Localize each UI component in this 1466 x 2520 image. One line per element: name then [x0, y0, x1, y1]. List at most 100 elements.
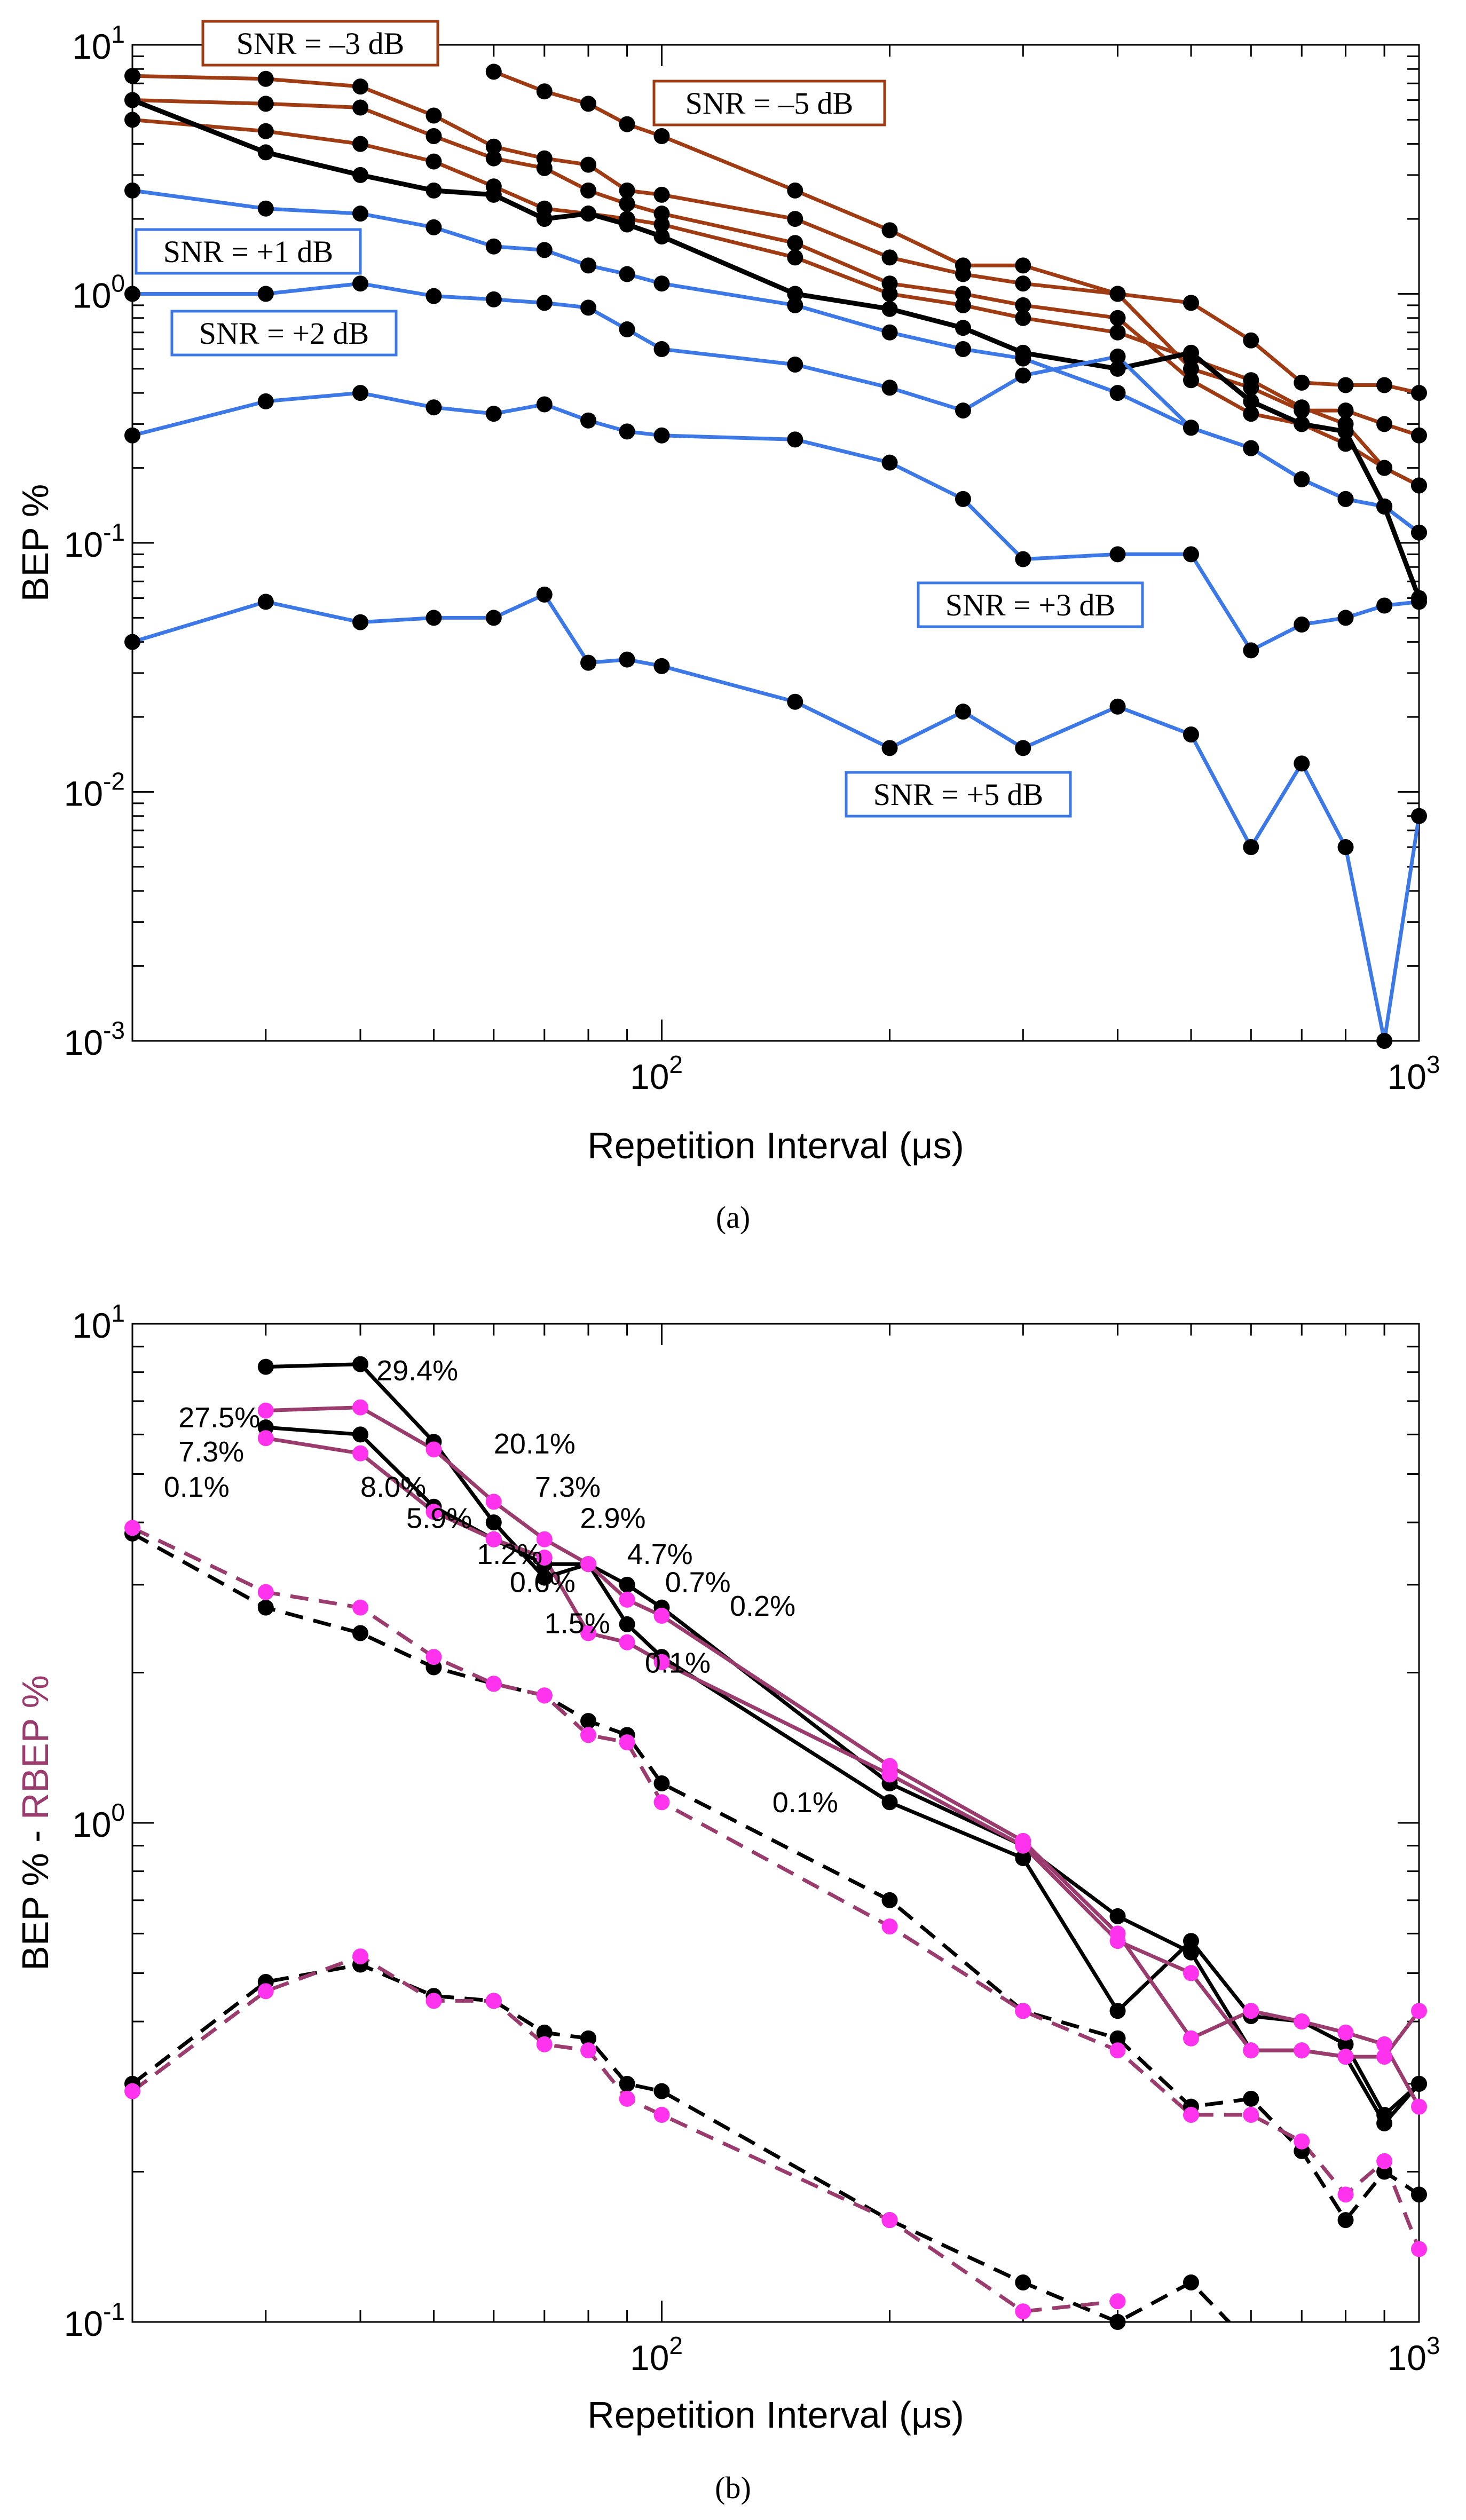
data-point [1183, 2030, 1199, 2047]
data-point [1411, 524, 1427, 541]
series-line-4 [132, 1531, 1419, 2222]
data-point [425, 153, 442, 170]
panel-caption: (a) [716, 1200, 750, 1235]
data-point [1243, 2042, 1259, 2059]
data-point [257, 594, 274, 610]
data-point [1337, 491, 1354, 507]
percent-annotation: 0.2% [730, 1590, 795, 1622]
data-point [1337, 2024, 1354, 2041]
snr-annotation: SNR = +3 dB [917, 581, 1144, 628]
data-point [485, 1676, 502, 1692]
data-point [257, 1402, 274, 1419]
data-point [536, 160, 553, 176]
percent-annotation: 7.3% [178, 1436, 244, 1468]
data-point [1109, 1908, 1126, 1924]
data-point [1183, 344, 1199, 361]
data-point [257, 96, 274, 112]
data-point [536, 1687, 553, 1704]
data-point [1376, 460, 1393, 476]
data-point [881, 380, 898, 396]
percent-annotation: 5.9% [406, 1502, 472, 1534]
data-point [1015, 297, 1031, 313]
data-point [1376, 2049, 1393, 2065]
data-point [787, 286, 803, 302]
data-point [1294, 755, 1310, 772]
data-point [619, 2090, 635, 2107]
data-point [257, 200, 274, 217]
percent-annotation: 0.7% [665, 1567, 731, 1599]
annotation-box [652, 80, 886, 127]
data-point [653, 1794, 670, 1811]
annotation-text: SNR = –3 dB [237, 26, 405, 61]
data-point [1015, 740, 1031, 756]
data-point [653, 275, 670, 292]
data-point [1015, 2274, 1031, 2290]
data-point [1109, 385, 1126, 401]
data-point [619, 1591, 635, 1608]
data-point [485, 1993, 502, 2009]
data-point [1337, 423, 1354, 440]
data-point [1337, 436, 1354, 452]
data-point [352, 275, 369, 292]
data-point [619, 1576, 635, 1593]
data-point [425, 288, 442, 304]
plot-area [131, 44, 1420, 1042]
data-point [881, 301, 898, 317]
data-point [352, 136, 369, 152]
data-point [257, 286, 274, 302]
data-point [1109, 324, 1126, 341]
data-point [787, 235, 803, 251]
data-point [257, 144, 274, 161]
data-point [536, 1569, 553, 1586]
data-point [352, 1599, 369, 1616]
data-point [1183, 1944, 1199, 1961]
data-point [124, 92, 140, 108]
data-point [955, 297, 971, 313]
series-line-0 [132, 74, 1419, 438]
data-point [653, 2107, 670, 2123]
data-point [653, 341, 670, 357]
data-point [1294, 416, 1310, 432]
data-point [580, 1556, 597, 1573]
data-point [124, 2083, 140, 2099]
data-point [485, 291, 502, 307]
data-point [619, 651, 635, 668]
data-point [485, 238, 502, 255]
data-point [1015, 350, 1031, 367]
data-point [536, 1550, 553, 1566]
data-point [1294, 2042, 1310, 2059]
data-point [787, 693, 803, 710]
snr-annotation: SNR = +5 dB [845, 771, 1072, 818]
data-point [653, 228, 670, 244]
data-point [1337, 610, 1354, 626]
data-point [425, 128, 442, 144]
data-point [425, 107, 442, 124]
data-point [352, 614, 369, 630]
data-point [485, 1531, 502, 1547]
data-point [124, 1520, 140, 1536]
data-point [955, 320, 971, 336]
percent-annotation: 29.4% [376, 1355, 458, 1387]
data-point [124, 68, 140, 84]
data-point [787, 249, 803, 266]
data-point [257, 123, 274, 139]
y-tick-label: 100 [72, 270, 125, 315]
data-point [352, 385, 369, 401]
data-point [653, 2083, 670, 2099]
data-point [1376, 2153, 1393, 2169]
data-point [1015, 2003, 1031, 2019]
x-axis-label: Repetition Interval (μs) [587, 1125, 964, 1166]
data-point [1243, 393, 1259, 409]
data-point [787, 356, 803, 373]
series-group [132, 70, 1419, 1041]
data-point [881, 740, 898, 756]
data-point [1294, 374, 1310, 391]
data-point [485, 406, 502, 422]
data-point [124, 634, 140, 650]
data-point [1337, 2186, 1354, 2203]
series-line-8 [132, 593, 1419, 1041]
data-point [536, 242, 553, 258]
y-tick-label: 10-3 [64, 1016, 125, 1062]
data-point [881, 1892, 898, 1908]
series-line-3 [493, 70, 1419, 395]
